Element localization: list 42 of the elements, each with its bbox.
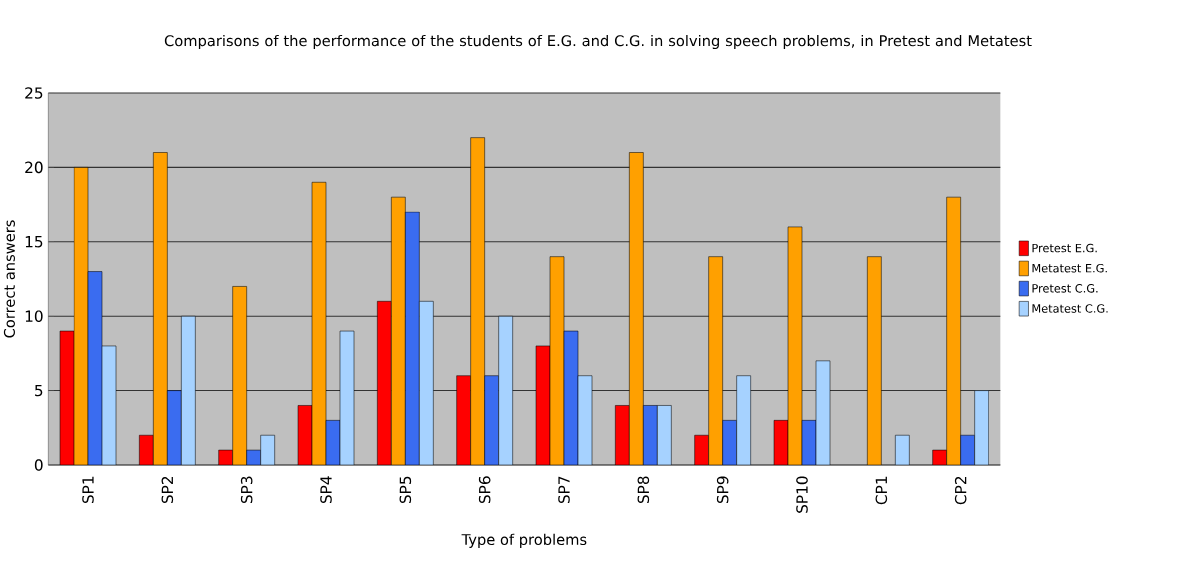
bar (181, 315, 196, 465)
legend-label: Pretest C.G. (1032, 284, 1098, 293)
bar (470, 137, 485, 465)
chart-title: Comparisons of the performance of the students of E.G. and C.G. in solving speech problems, in Pretest and Metatest (164, 34, 1032, 50)
x-tick-label: SP9 (716, 476, 729, 504)
bar (867, 256, 882, 465)
bar (946, 196, 961, 465)
x-tick-label: SP3 (240, 476, 253, 504)
x-tick-label: CP2 (954, 476, 967, 505)
bar (498, 315, 513, 465)
x-axis-title: Type of problems (461, 533, 587, 548)
y-tick-label: 0 (34, 459, 43, 471)
legend-label: Metatest C.G. (1032, 304, 1108, 313)
bar (974, 390, 989, 465)
legend-label: Metatest E.G. (1032, 263, 1107, 273)
y-tick-label: 20 (25, 161, 43, 174)
bar (391, 196, 406, 465)
bar (736, 375, 751, 465)
legend-label: Pretest E.G. (1032, 243, 1097, 253)
bar (615, 405, 630, 465)
bar (456, 375, 471, 465)
x-tick-label: SP8 (637, 476, 650, 504)
x-tick-label: SP1 (82, 476, 94, 504)
y-tick-label: 15 (25, 236, 43, 248)
bar (708, 256, 723, 465)
bar (629, 152, 644, 465)
x-tick-label: SP5 (399, 476, 412, 504)
x-tick-label: SP2 (161, 476, 174, 504)
x-tick-label: SP7 (558, 476, 570, 504)
x-tick-label: SP10 (796, 476, 808, 513)
y-axis-title: Correct answers (3, 220, 15, 338)
bar (419, 301, 434, 465)
bar (377, 301, 392, 465)
y-tick-label: 5 (35, 384, 43, 397)
x-tick-label: CP1 (875, 476, 888, 505)
y-tick-label: 25 (25, 87, 43, 99)
bar (232, 286, 247, 465)
y-tick-label: 10 (25, 310, 43, 322)
bar (153, 152, 168, 465)
x-tick-label: SP6 (478, 476, 491, 504)
x-tick-label: SP4 (320, 476, 332, 504)
bar (657, 405, 672, 465)
